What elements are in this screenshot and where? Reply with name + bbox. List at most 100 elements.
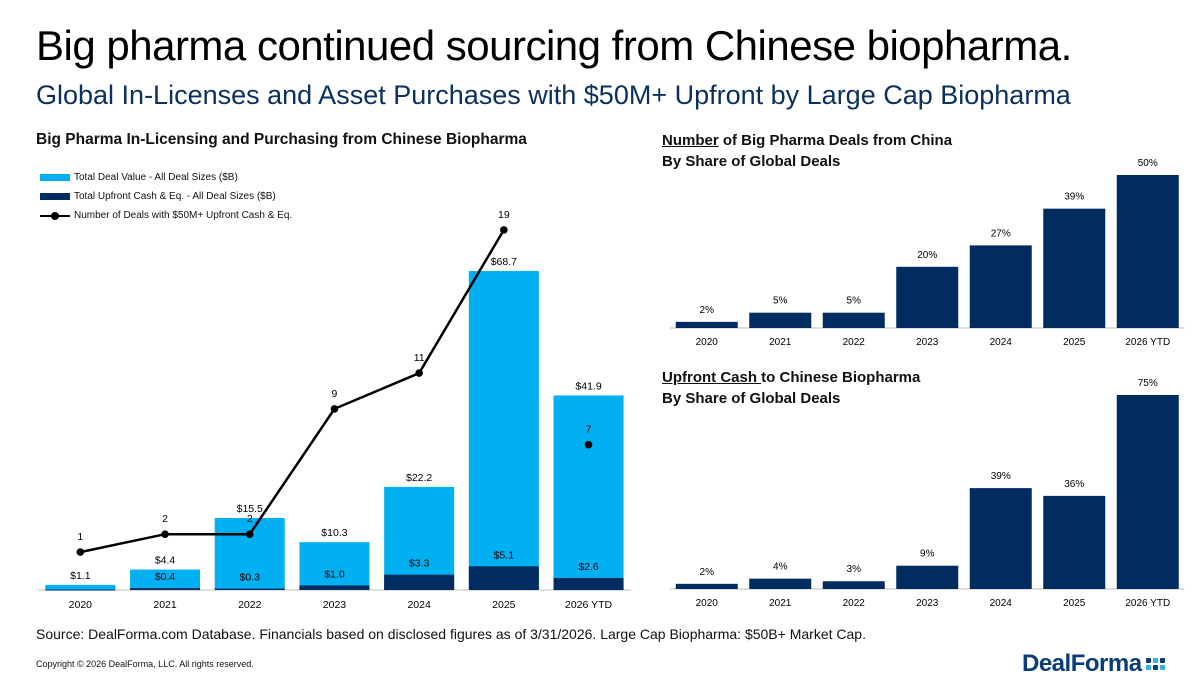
page-title: Big pharma continued sourcing from Chine… [36,22,1072,69]
upfront-share-value-label: 4% [773,562,788,573]
upfront-share-value-label: 75% [1138,378,1158,389]
upfront-share-bar [675,583,738,589]
upfront-share-x-tick-label: 2022 [843,598,866,609]
deal-share-x-tick-label: 2024 [990,337,1013,348]
upfront-share-x-tick-label: 2026 YTD [1125,598,1170,609]
right-top-title-underlined: Number [662,132,719,149]
x-tick-label: 2024 [407,599,431,611]
right-top-title-line2: By Share of Global Deals [662,153,841,170]
right-top-title-rest: of Big Pharma Deals from China [718,132,953,149]
right-bottom-chart-title: Upfront Cash to Chinese Biopharma By Sha… [662,367,920,409]
deal-share-bar [749,312,812,328]
legend-item-upfront: Total Upfront Cash & Eq. - All Deal Size… [40,187,292,206]
upfront-value-label: $2.6 [578,561,599,573]
upfront-share-bar [1043,495,1106,589]
left-chart-legend: Total Deal Value - All Deal Sizes ($B) T… [40,168,292,225]
deal-share-x-tick-label: 2025 [1063,337,1086,348]
deal-count-point [245,530,254,538]
legend-label-upfront: Total Upfront Cash & Eq. - All Deal Size… [74,191,276,202]
upfront-value-bar [45,589,116,591]
upfront-value-label: $0.4 [155,571,176,583]
page-subtitle: Global In-Licenses and Asset Purchases w… [36,80,1071,110]
x-tick-label: 2025 [492,599,516,611]
upfront-share-value-label: 2% [700,567,715,578]
deal-share-bar [1116,175,1179,328]
x-tick-label: 2021 [153,599,177,611]
deal-share-value-label: 50% [1138,158,1158,169]
upfront-share-value-label: 9% [920,549,935,560]
deal-count-label: 1 [77,531,83,543]
deal-share-bar [896,266,959,328]
deal-count-label: 2 [162,513,168,525]
legend-item-total: Total Deal Value - All Deal Sizes ($B) [40,168,292,187]
deal-share-value-label: 20% [917,250,937,261]
total-value-bar [214,518,285,590]
upfront-value-label: $5.1 [494,549,515,561]
deal-count-point [584,440,593,449]
legend-line-count [40,211,70,220]
upfront-share-bar [969,488,1032,589]
deal-share-bar [969,245,1032,328]
legend-label-count: Number of Deals with $50M+ Upfront Cash … [74,210,293,221]
deal-share-x-tick-label: 2021 [769,337,792,348]
upfront-share-x-tick-label: 2020 [696,598,719,609]
deal-share-bar [1043,208,1106,328]
total-value-bar [130,569,201,590]
legend-swatch-total [40,174,70,181]
deal-share-x-tick-label: 2022 [843,337,866,348]
total-value-bar [45,584,116,590]
total-value-bar [553,395,624,590]
total-value-label: $4.4 [155,555,176,567]
total-value-bar [384,486,455,590]
total-value-label: $68.7 [491,256,517,268]
upfront-share-bar [749,578,812,589]
upfront-share-bar [822,581,885,589]
upfront-share-bar [1116,395,1179,589]
upfront-share-value-label: 3% [847,564,862,575]
deal-share-x-tick-label: 2023 [916,337,939,348]
deal-share-value-label: 2% [700,305,715,316]
deal-share-value-label: 27% [991,228,1011,239]
right-bottom-title-underlined: Upfront Cash [662,369,762,386]
deal-count-line [80,229,505,554]
x-tick-label: 2020 [69,599,93,611]
deal-share-value-label: 5% [847,296,862,307]
logo-dots-icon [1145,658,1165,670]
legend-swatch-upfront [40,193,70,200]
x-tick-label: 2022 [238,599,262,611]
deal-count-point [161,530,169,538]
upfront-value-bar [299,585,370,590]
total-value-label: $22.2 [406,472,432,484]
deal-share-x-tick-label: 2020 [696,337,719,348]
upfront-share-value-label: 39% [991,471,1011,482]
upfront-value-label: $3.3 [409,558,430,570]
deal-count-label: 19 [498,209,510,221]
upfront-value-bar [468,566,539,590]
deal-count-label: 9 [332,388,338,400]
deal-count-point [330,405,339,413]
source-note: Source: DealForma.com Database. Financia… [36,626,866,642]
deal-count-label: 7 [586,424,592,436]
upfront-value-label: $0.3 [240,572,261,584]
deal-share-value-label: 39% [1064,192,1084,203]
upfront-share-value-label: 36% [1064,479,1084,490]
upfront-value-bar [214,588,285,590]
x-tick-label: 2023 [323,599,347,611]
upfront-value-bar [384,574,455,590]
upfront-value-bar [553,577,624,590]
right-bottom-title-rest: to Chinese Biopharma [761,369,921,386]
deal-count-point [415,369,423,377]
total-value-label: $15.5 [237,503,263,515]
right-bottom-title-line2: By Share of Global Deals [662,390,841,407]
upfront-share-x-tick-label: 2025 [1063,598,1086,609]
deal-count-point [76,548,85,556]
logo-text: DealForma [1022,650,1142,677]
upfront-share-bar [896,565,959,589]
total-value-label: $1.1 [70,570,91,582]
right-top-chart-title: Number of Big Pharma Deals from China By… [662,130,952,172]
total-value-bar [299,542,370,590]
deal-count-label: 11 [414,352,425,364]
total-value-bar [468,271,539,590]
legend-label-total: Total Deal Value - All Deal Sizes ($B) [74,172,238,183]
